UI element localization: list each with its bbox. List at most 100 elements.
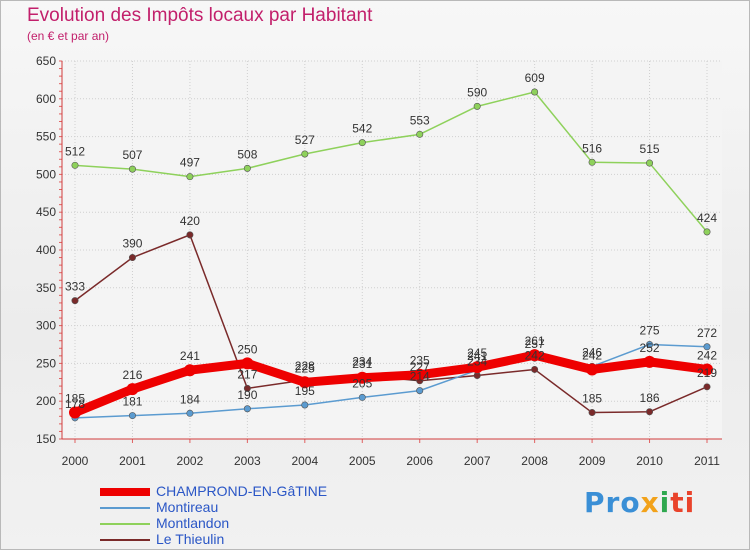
data-label-montlandon: 512 [65, 144, 85, 158]
legend-swatch-montireau [100, 507, 150, 509]
series-line-champrond-en-g-tine [70, 350, 712, 418]
data-point-montlandon [473, 102, 481, 110]
data-point-montlandon [531, 88, 539, 96]
data-point-champrond-en-g-tine [183, 364, 196, 377]
proxiti-logo: Proxiti [584, 486, 695, 519]
y-tick-label: 450 [36, 205, 56, 219]
data-label-champrond-en-g-tine: 241 [180, 349, 200, 363]
data-label-montireau: 241 [467, 349, 487, 363]
data-label-montlandon: 516 [582, 141, 602, 155]
logo-part-3: i [659, 486, 671, 519]
data-label-le-thieulin: 227 [410, 360, 430, 374]
data-label-champrond-en-g-tine: 245 [467, 346, 487, 360]
data-label-montlandon: 553 [410, 113, 430, 127]
y-tick-label: 400 [36, 243, 56, 257]
logo-part-4: ti [670, 486, 696, 519]
data-label-montlandon: 542 [352, 122, 372, 136]
data-label-montlandon: 497 [180, 156, 200, 170]
data-point-champrond-en-g-tine [356, 371, 369, 384]
data-point-montireau [646, 340, 654, 348]
data-label-montireau: 257 [525, 337, 545, 351]
data-label-champrond-en-g-tine: 185 [65, 392, 85, 406]
x-tick-label: 2005 [349, 454, 376, 468]
data-point-le-thieulin [186, 231, 194, 239]
data-point-champrond-en-g-tine [528, 349, 541, 362]
data-point-le-thieulin [646, 408, 654, 416]
data-point-le-thieulin [71, 297, 79, 305]
series-line-montlandon [74, 91, 708, 233]
logo-part-2: x [640, 486, 660, 519]
data-label-champrond-en-g-tine: 231 [352, 357, 372, 371]
x-tick-label: 2008 [521, 454, 548, 468]
data-point-le-thieulin [703, 383, 711, 391]
data-point-champrond-en-g-tine [471, 361, 484, 374]
data-point-montlandon [301, 150, 309, 158]
data-point-montireau [301, 401, 309, 409]
data-label-montireau: 178 [65, 397, 85, 411]
x-tick-label: 2011 [694, 454, 720, 468]
chart-title: Evolution des Impôts locaux par Habitant [27, 5, 373, 26]
data-label-montireau: 184 [180, 392, 200, 406]
logo-part-1: Pro [584, 486, 641, 519]
data-point-montireau [128, 412, 136, 420]
x-tick-label: 2000 [62, 454, 89, 468]
data-label-le-thieulin: 242 [525, 348, 545, 362]
data-point-montlandon [646, 159, 654, 167]
y-tick-label: 250 [36, 356, 56, 370]
y-tick-label: 300 [36, 319, 56, 333]
x-tick-label: 2002 [177, 454, 204, 468]
data-point-montlandon [358, 139, 366, 147]
legend-label-montlandon: Montlandon [156, 515, 230, 531]
data-point-champrond-en-g-tine [241, 357, 254, 370]
data-label-montlandon: 508 [237, 147, 257, 161]
legend-swatch-champrond [100, 488, 150, 496]
data-label-montireau: 214 [410, 370, 430, 384]
y-tick-label: 550 [36, 130, 56, 144]
data-label-montlandon: 515 [640, 142, 660, 156]
data-point-montlandon [588, 158, 596, 166]
x-tick-label: 2006 [406, 454, 433, 468]
x-tick-label: 2007 [464, 454, 491, 468]
data-point-champrond-en-g-tine [586, 363, 599, 376]
x-tick-label: 2001 [119, 454, 146, 468]
chart-subtitle: (en € et par an) [27, 29, 110, 43]
data-label-champrond-en-g-tine: 242 [582, 348, 602, 362]
data-point-montlandon [71, 161, 79, 169]
data-label-montireau: 181 [122, 395, 142, 409]
data-label-champrond-en-g-tine: 261 [525, 334, 545, 348]
data-label-le-thieulin: 234 [352, 354, 372, 368]
data-point-montlandon [703, 228, 711, 236]
data-point-champrond-en-g-tine [701, 363, 713, 376]
data-label-champrond-en-g-tine: 242 [697, 348, 717, 362]
data-label-le-thieulin: 420 [180, 214, 200, 228]
data-label-montireau: 195 [295, 384, 315, 398]
data-label-montireau: 246 [582, 345, 602, 359]
data-point-montireau [703, 343, 711, 351]
y-tick-label: 350 [36, 281, 56, 295]
data-point-montireau [186, 409, 194, 417]
data-point-le-thieulin [243, 384, 251, 392]
data-point-le-thieulin [531, 365, 539, 373]
data-label-le-thieulin: 390 [122, 237, 142, 251]
data-label-montlandon: 527 [295, 133, 315, 147]
legend-swatch-montlandon [100, 523, 150, 525]
y-tick-label: 200 [36, 394, 56, 408]
series-line-montireau [74, 343, 708, 419]
data-point-le-thieulin [588, 409, 596, 417]
data-label-le-thieulin: 186 [640, 391, 660, 405]
x-tick-label: 2004 [291, 454, 318, 468]
y-tick-label: 600 [36, 92, 56, 106]
data-label-montlandon: 609 [525, 71, 545, 85]
x-tick-label: 2010 [636, 454, 663, 468]
data-point-montlandon [243, 164, 251, 172]
data-label-le-thieulin: 228 [295, 359, 315, 373]
data-point-montireau [243, 405, 251, 413]
data-point-champrond-en-g-tine [126, 383, 139, 396]
data-point-champrond-en-g-tine [413, 368, 426, 381]
data-label-montlandon: 590 [467, 85, 487, 99]
data-point-montlandon [186, 173, 194, 181]
data-label-le-thieulin: 234 [467, 354, 487, 368]
data-point-montlandon [416, 130, 424, 138]
data-point-montlandon [128, 165, 136, 173]
